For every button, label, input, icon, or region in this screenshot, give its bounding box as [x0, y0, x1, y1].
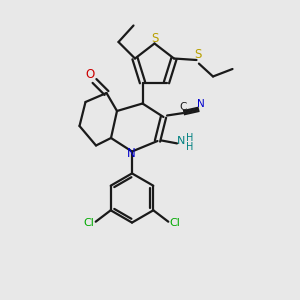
Text: N: N	[127, 147, 136, 161]
Text: H: H	[186, 133, 194, 143]
Text: N: N	[177, 136, 186, 146]
Text: H: H	[186, 142, 194, 152]
Text: S: S	[152, 32, 159, 45]
Text: Cl: Cl	[84, 218, 94, 228]
Text: S: S	[194, 48, 202, 61]
Text: C: C	[179, 102, 187, 112]
Text: O: O	[85, 68, 94, 82]
Text: Cl: Cl	[169, 218, 180, 228]
Text: N: N	[196, 99, 204, 110]
